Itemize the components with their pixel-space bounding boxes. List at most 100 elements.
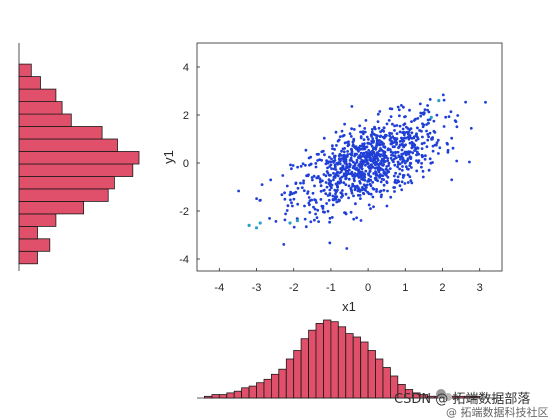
scatter-point xyxy=(283,191,286,195)
scatter-point xyxy=(349,210,353,214)
scatter-point xyxy=(301,162,305,166)
scatter-point xyxy=(381,154,385,158)
bottom-histogram-bar xyxy=(300,338,309,399)
scatter-point xyxy=(349,156,353,160)
scatter-point xyxy=(363,130,367,134)
scatter-point xyxy=(385,122,389,126)
scatter-point xyxy=(347,177,351,181)
scatter-point xyxy=(351,173,355,177)
scatter-point xyxy=(409,127,413,131)
scatter-point xyxy=(402,159,406,163)
scatter-point xyxy=(331,152,335,155)
scatter-point xyxy=(388,167,392,171)
scatter-point xyxy=(400,143,404,146)
scatter-point xyxy=(381,128,384,132)
scatter-point xyxy=(355,158,359,162)
scatter-point xyxy=(366,141,370,145)
scatter-point xyxy=(344,173,348,177)
scatter-point xyxy=(398,124,402,128)
scatter-point xyxy=(416,117,420,120)
scatter-point xyxy=(341,189,344,192)
scatter-point xyxy=(420,153,424,157)
scatter-point xyxy=(378,110,382,113)
scatter-point xyxy=(421,169,425,173)
scatter-point xyxy=(353,154,356,158)
scatter-point xyxy=(339,159,342,163)
scatter-point xyxy=(384,167,388,171)
scatter-point xyxy=(328,220,331,224)
scatter-point xyxy=(364,119,368,122)
scatter-point xyxy=(379,153,383,157)
y-tick-label: 0 xyxy=(183,158,189,170)
scatter-point xyxy=(442,98,446,102)
scatter-point xyxy=(311,191,315,195)
scatter-point xyxy=(357,170,360,174)
bottom-histogram-bar xyxy=(308,329,317,399)
scatter-point xyxy=(328,216,332,220)
scatter-point xyxy=(315,201,318,204)
bottom-histogram-bar xyxy=(382,367,391,399)
scatter-point xyxy=(375,138,379,142)
bottom-histogram-bar xyxy=(367,350,376,399)
left-histogram-bar xyxy=(18,126,103,140)
scatter-point xyxy=(338,135,342,139)
scatter-point xyxy=(347,184,351,188)
scatter-point xyxy=(421,122,424,126)
scatter-point xyxy=(361,162,365,166)
left-histogram-bars xyxy=(18,63,140,265)
scatter-point xyxy=(332,178,335,182)
scatter-point xyxy=(319,180,322,184)
bottom-histogram-bar xyxy=(241,387,250,399)
scatter-point xyxy=(341,147,345,151)
scatter-point xyxy=(268,217,271,220)
scatter-point xyxy=(438,146,442,150)
scatter-point-highlight xyxy=(429,115,433,119)
scatter-point xyxy=(409,156,413,159)
scatter-point xyxy=(328,188,332,192)
scatter-point xyxy=(431,144,435,148)
scatter-point xyxy=(395,143,398,146)
bottom-histogram-bar xyxy=(345,333,354,399)
scatter-point xyxy=(296,165,299,169)
bottom-histogram-bar xyxy=(352,336,362,399)
scatter-point xyxy=(329,173,332,177)
left-histogram-bar xyxy=(18,113,72,127)
scatter-point xyxy=(406,167,409,171)
scatter-point xyxy=(408,164,412,168)
scatter-point xyxy=(302,179,305,183)
scatter-point xyxy=(404,136,408,140)
scatter-point xyxy=(320,204,324,208)
x-tick-label: -3 xyxy=(252,282,262,294)
scatter-point xyxy=(354,186,357,190)
scatter-point xyxy=(274,220,278,223)
scatter-point xyxy=(376,157,379,161)
scatter-point xyxy=(391,145,395,149)
scatter-point xyxy=(343,161,347,165)
scatter-point xyxy=(401,137,405,141)
scatter-point xyxy=(446,150,450,154)
scatter-point xyxy=(379,173,382,176)
scatter-point xyxy=(369,167,372,170)
left-histogram-bar xyxy=(18,175,115,190)
scatter-point xyxy=(351,144,355,148)
scatter-point xyxy=(410,141,414,145)
bottom-histogram-bar xyxy=(248,385,257,399)
scatter-point xyxy=(340,149,343,153)
scatter-point xyxy=(365,153,368,157)
scatter-point xyxy=(392,141,395,145)
scatter-point xyxy=(350,127,353,131)
scatter-point xyxy=(441,93,445,97)
scatter-point xyxy=(310,198,314,202)
scatter-point xyxy=(327,160,331,164)
scatter-point xyxy=(347,168,351,172)
scatter-point xyxy=(398,172,402,176)
scatter-point xyxy=(374,173,378,177)
scatter-point xyxy=(388,134,391,138)
scatter-point xyxy=(324,192,328,196)
scatter-point xyxy=(380,177,384,181)
scatter-point xyxy=(359,165,363,169)
scatter-point xyxy=(406,159,409,162)
scatter-point xyxy=(403,161,407,165)
scatter-point xyxy=(416,137,420,141)
